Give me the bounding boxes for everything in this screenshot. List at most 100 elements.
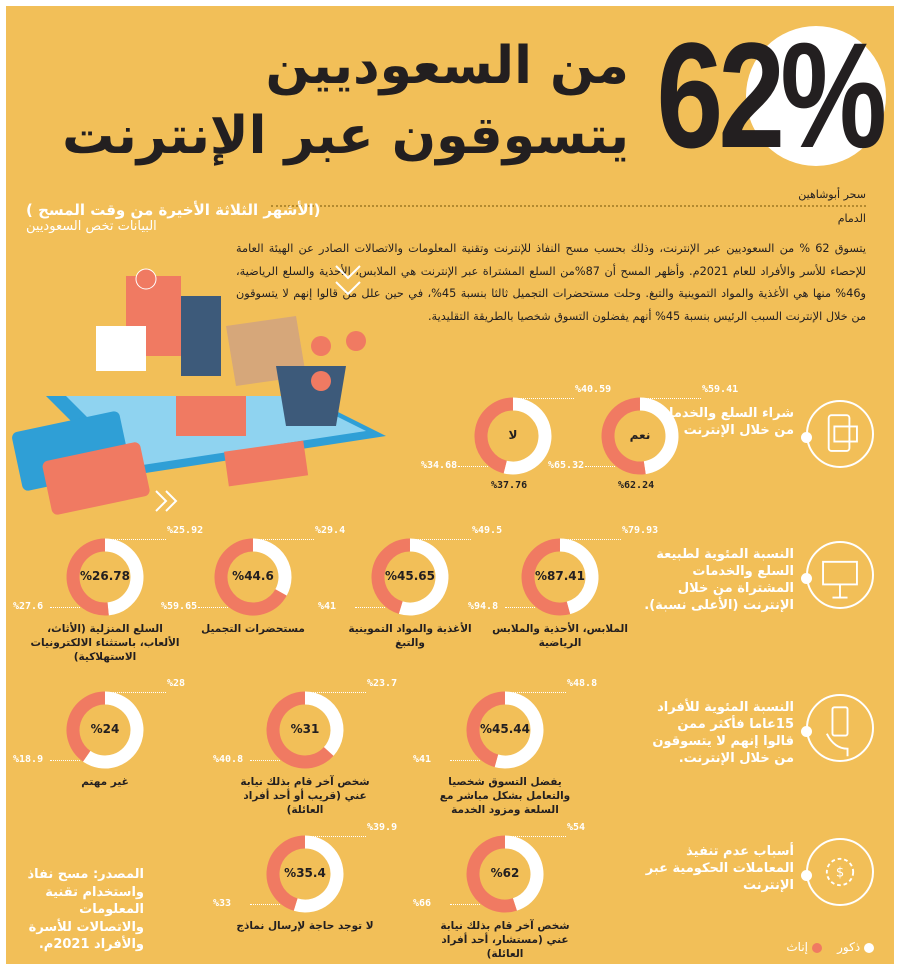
donut-female-arc [601,397,646,475]
donut-female-arc [371,538,411,614]
female-value: %27.6 [13,601,44,612]
donut-male-arc [398,538,449,616]
donut-center-value: %44.6 [232,569,274,583]
highlight-circle [746,26,886,166]
section-title: أسباب عدم تنفيذ المعاملات الحكومية عبر ا… [645,844,794,893]
donut-chart [468,391,558,485]
male-value: %54 [567,822,586,833]
donut-center-value: %24 [90,722,120,736]
male-value: %59.41 [702,384,739,395]
donut-male-arc [559,538,599,615]
category-label: السلع المنزلية (الأثاث، الألعاب، باستثنا… [30,623,180,664]
female-value: %33 [213,898,232,909]
section-title: النسبة المئوية لطبيعة السلع والخدمات الم… [644,547,794,613]
category-label: شخص آخر قام بذلك نيابة عني (قريب أو أحد … [240,776,370,817]
leader-line [566,539,621,540]
leader-line [646,398,701,399]
presentation-chart-icon [822,560,858,599]
female-value: %41 [318,601,337,612]
donut-center-value: %62 [490,866,520,880]
leader-line [111,692,166,693]
headline-line2: يتسوقون عبر الإنترنت [62,106,629,166]
donut-center-value: %45.44 [480,722,530,736]
headline-number: 62% [656,11,887,179]
leader-line [505,607,535,608]
male-value: %48.8 [567,678,598,689]
male-value: %29.4 [315,525,346,536]
donut-chart [460,829,550,923]
donut-chart [60,685,150,779]
male-value: %40.59 [575,384,612,395]
female-value: %59.65 [161,601,198,612]
infographic: 62% من السعوديين يتسوقون عبر الإنترنت سح… [6,6,894,964]
leader-line [111,539,166,540]
basket-icon [276,366,346,426]
section-icon-ring: $ [806,838,874,906]
donut-female-arc [466,835,517,913]
data-scope: البيانات تخص السعوديين [26,219,157,234]
section-icon-ring [806,541,874,609]
donut-female-arc [466,691,506,768]
svg-text:$: $ [836,866,844,881]
icon-connector-dot [801,432,812,443]
donut-female-arc [66,538,109,616]
hand-phone-icon [825,706,849,757]
divider [271,205,866,207]
male-value: %23.7 [367,678,398,689]
donut-center-value: %35.4 [284,866,326,880]
legend-male: ذكور [837,940,861,954]
donut-male-arc [503,397,552,475]
leader-line [50,607,80,608]
donut-chart [515,532,605,626]
icon-connector-dot [801,870,812,881]
section-icon-ring [806,694,874,762]
leader-line [511,836,566,837]
shopping-illustration [12,265,386,515]
male-value: %39.9 [367,822,398,833]
section-title: النسبة المئوية للأفراد 15عاما فأكثر ممن … [652,700,794,766]
donut-female-arc [66,691,106,762]
gear-dollar-icon: $ [825,857,855,887]
donut-male-arc [639,397,679,475]
male-value: %49.5 [472,525,503,536]
donut-male-arc [504,835,544,911]
donut-male-arc [494,691,544,769]
leader-line [416,539,471,540]
category-label: مستحضرات التجميل [201,623,305,635]
donut-female-arc [266,691,334,769]
female-value: %34.68 [421,460,458,471]
donut-center-value: %31 [290,722,320,736]
leader-line [450,904,480,905]
legend: ذكور إناث [786,940,874,954]
female-value: %41 [413,754,432,765]
donut-chart [60,532,150,626]
legend-female-swatch [811,942,822,953]
chevron-down-icon [335,265,361,296]
mobile-card-icon [827,414,858,452]
male-value: %79.93 [622,525,659,536]
donut-center-value: %87.41 [535,569,585,583]
total-value: %37.76 [491,480,528,491]
donut-female-arc [474,397,514,474]
female-value: %18.9 [13,754,44,765]
headline-line1: من السعوديين [265,36,629,96]
icon-connector-dot [801,573,812,584]
donut-center-value: %45.65 [385,569,435,583]
female-value: %94.8 [468,601,499,612]
female-value: %65.32 [548,460,585,471]
total-value: %62.24 [618,480,655,491]
category-label: لا توجد حاجة لإرسال نماذج [236,920,374,932]
legend-male-swatch [864,942,874,953]
source-note: المصدر: مسح نفاذ واستخدام تقنية المعلوما… [27,867,144,953]
donut-male-arc [104,538,144,616]
city: الدمام [837,212,866,225]
female-value: %66 [413,898,432,909]
coupon-icon [224,440,309,487]
survey-period: ( الأشهر الثلاثة الأخيرة من وقت المسح) [26,201,321,219]
leader-line [250,904,280,905]
donut-chart [208,532,298,626]
leader-line [311,692,366,693]
legend-female: إناث [786,940,809,954]
shoe-box-icon [176,396,246,436]
leader-line [458,466,488,467]
